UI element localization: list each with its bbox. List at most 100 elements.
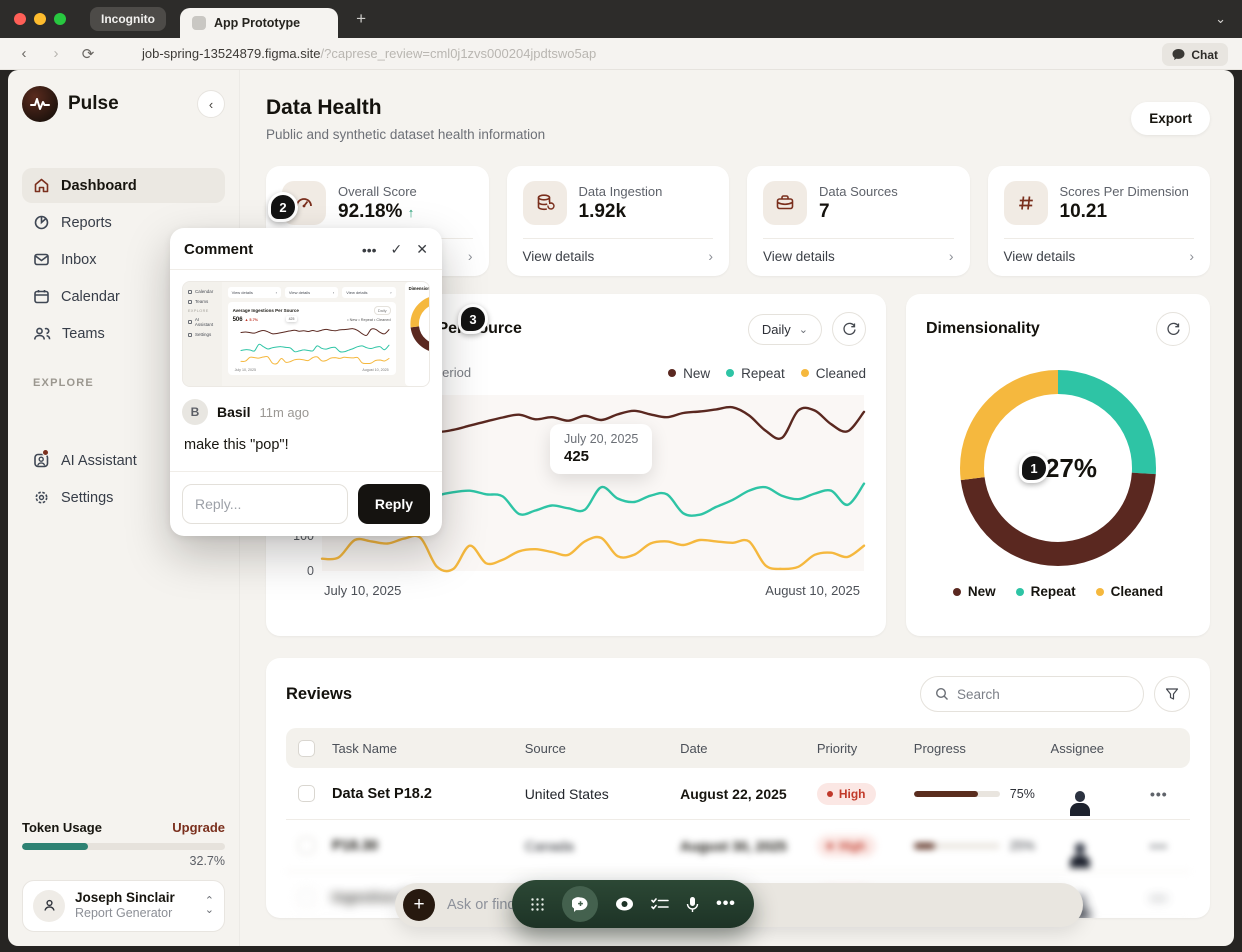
refresh-button[interactable] <box>1156 312 1190 346</box>
chevron-updown-icon: ⌃ ⌄ <box>204 894 214 916</box>
search-input[interactable]: Search <box>920 676 1144 712</box>
forward-icon[interactable]: › <box>53 45 59 62</box>
page-title: Data Health <box>266 96 382 119</box>
row-checkbox[interactable] <box>298 889 315 906</box>
microphone-icon[interactable] <box>686 896 699 913</box>
token-usage-bar <box>22 842 225 850</box>
brand-name: Pulse <box>68 93 119 114</box>
user-role: Report Generator <box>75 906 173 921</box>
view-details-link[interactable]: View details› <box>1003 248 1195 264</box>
row-menu-button[interactable]: ••• <box>1149 889 1168 906</box>
x-axis-end-label: August 10, 2025 <box>765 583 860 598</box>
sidebar-item-ai-assistant[interactable]: AI Assistant <box>22 443 225 478</box>
donut-title: Dimensionality <box>926 320 1040 337</box>
back-icon[interactable]: ‹ <box>21 45 27 62</box>
comment-pin-3[interactable]: 3 <box>458 304 488 334</box>
zoom-window-button[interactable] <box>54 13 66 25</box>
stat-card-scores-per-dimension[interactable]: Scores Per Dimension 10.21 View details › <box>987 166 1210 276</box>
export-button[interactable]: Export <box>1131 102 1210 135</box>
up-arrow-icon: ↑ <box>407 204 415 220</box>
table-row[interactable]: Data Set P18.2 United States August 22, … <box>286 768 1190 820</box>
sidebar-item-teams[interactable]: Teams <box>22 316 225 351</box>
donut-chart[interactable] <box>953 362 1163 574</box>
sidebar-item-calendar[interactable]: Calendar <box>22 279 225 314</box>
chat-bubble-icon <box>1172 48 1185 60</box>
row-menu-button[interactable]: ••• <box>1149 837 1168 854</box>
progress-bar <box>913 842 1000 849</box>
plus-icon[interactable]: + <box>403 889 435 921</box>
author-name: Basil <box>217 404 251 420</box>
reply-button[interactable]: Reply <box>357 484 430 524</box>
ai-assistant-icon <box>34 453 49 468</box>
comment-pin-1[interactable]: 1 <box>1018 453 1049 483</box>
app-window: Pulse ‹ Dashboard Reports Inbox Calendar <box>8 70 1234 946</box>
chevron-right-icon: › <box>467 248 473 264</box>
sidebar-item-dashboard[interactable]: Dashboard <box>22 168 225 203</box>
sidebar: Pulse ‹ Dashboard Reports Inbox Calendar <box>8 70 240 946</box>
close-icon[interactable]: ✕ <box>416 241 428 257</box>
token-usage-label: Token Usage <box>22 819 102 835</box>
review-toolbar[interactable]: ••• <box>512 880 754 928</box>
url-text[interactable]: job-spring-13524879.figma.site/?caprese_… <box>142 46 597 61</box>
table-row[interactable]: P18.30 Canada August 30, 2025 High 25% •… <box>286 820 1190 872</box>
row-menu-button[interactable]: ••• <box>1149 785 1168 802</box>
chart-legend: New Repeat Cleaned <box>668 366 866 381</box>
view-details-link[interactable]: View details› <box>763 248 954 264</box>
dimensionality-card: Dimensionality 1 27% New <box>906 294 1210 636</box>
refresh-icon <box>842 322 856 335</box>
ask-input-placeholder: Ask or find a <box>447 897 528 913</box>
refresh-icon <box>1166 322 1180 335</box>
author-avatar: B <box>182 399 208 425</box>
row-checkbox[interactable] <box>298 837 315 854</box>
priority-badge: High <box>816 834 876 857</box>
sidebar-collapse-button[interactable]: ‹ <box>197 90 225 118</box>
comment-thumbnail: Calendar Teams EXPLORE AI Assistant Sett… <box>182 281 430 387</box>
tab-favicon <box>192 16 206 30</box>
notification-dot <box>42 449 49 456</box>
donut-center-value: 27% <box>1044 452 1098 483</box>
calendar-icon <box>34 290 49 304</box>
checklist-icon[interactable] <box>651 897 669 911</box>
chart-tooltip: July 20, 2025 425 <box>550 424 653 474</box>
user-menu[interactable]: Joseph Sinclair Report Generator ⌃ ⌄ <box>22 879 225 932</box>
comment-text: make this "pop"! <box>184 437 289 453</box>
stat-card-data-sources[interactable]: Data Sources 7 View details › <box>747 166 970 276</box>
browser-tab-bar: Incognito App Prototype + ⌄ <box>0 0 1242 38</box>
minimize-window-button[interactable] <box>34 13 46 25</box>
briefcase-icon <box>763 181 807 225</box>
more-options-icon[interactable]: ••• <box>716 895 736 912</box>
resolve-check-icon[interactable]: ✓ <box>390 241 403 257</box>
chevron-down-icon[interactable]: ⌄ <box>1215 11 1226 26</box>
drag-handle-icon[interactable] <box>530 897 545 912</box>
select-all-checkbox[interactable] <box>298 739 315 757</box>
sidebar-item-settings[interactable]: Settings <box>22 480 225 515</box>
database-icon <box>522 181 567 225</box>
pie-chart-icon <box>34 215 49 230</box>
new-tab-button[interactable]: + <box>356 9 367 28</box>
comment-pin-2[interactable]: 2 <box>268 192 298 222</box>
reply-input[interactable]: Reply... <box>182 484 348 524</box>
chat-button[interactable]: Chat <box>1162 43 1228 66</box>
refresh-button[interactable] <box>832 312 866 346</box>
stat-card-data-ingestion[interactable]: Data Ingestion 1.92k View details › <box>506 166 729 276</box>
eye-icon[interactable] <box>615 897 634 911</box>
upgrade-link[interactable]: Upgrade <box>172 819 225 835</box>
window-controls[interactable] <box>14 13 66 25</box>
row-checkbox[interactable] <box>298 785 315 802</box>
reload-icon[interactable]: ⟳ <box>81 45 95 63</box>
reviews-title: Reviews <box>286 684 353 703</box>
svg-text:0: 0 <box>307 564 314 578</box>
close-window-button[interactable] <box>14 13 26 25</box>
view-details-link[interactable]: View details› <box>522 248 714 264</box>
sidebar-item-inbox[interactable]: Inbox <box>22 242 225 277</box>
range-select[interactable]: Daily ⌄ <box>747 313 822 345</box>
incognito-badge: Incognito <box>90 7 166 31</box>
user-avatar <box>33 889 65 922</box>
donut-legend: New Repeat Cleaned <box>926 584 1190 599</box>
add-comment-button[interactable] <box>562 886 599 922</box>
more-options-icon[interactable]: ••• <box>361 241 377 258</box>
browser-tab[interactable]: App Prototype <box>180 8 339 38</box>
filter-button[interactable] <box>1154 676 1190 712</box>
sidebar-item-reports[interactable]: Reports <box>22 205 225 240</box>
token-usage-value: 32.7% <box>189 853 225 868</box>
